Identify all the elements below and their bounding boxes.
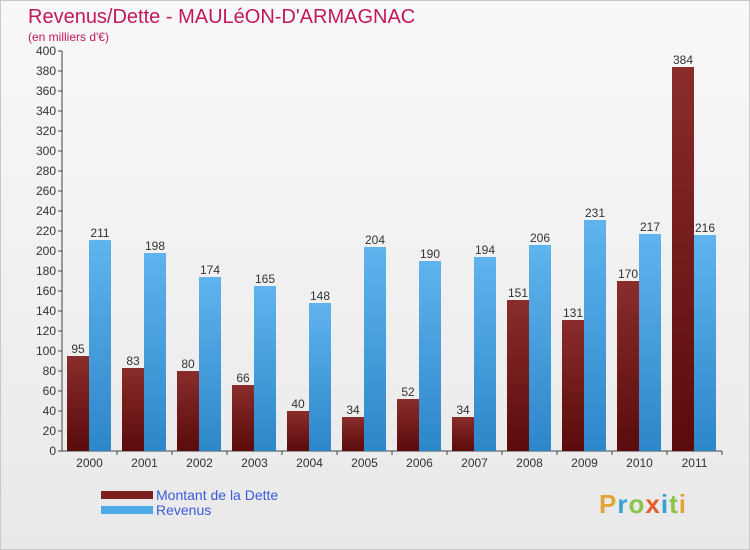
y-tick-label: 200 <box>36 244 56 258</box>
x-tick-label: 2010 <box>626 456 653 470</box>
x-tick-label: 2009 <box>571 456 598 470</box>
revenue-bar <box>529 245 551 451</box>
debt-value-label: 52 <box>401 385 415 399</box>
revenue-bar <box>364 247 386 451</box>
legend-item-debt: Montant de la Dette <box>101 486 279 503</box>
debt-bar <box>452 417 474 451</box>
revenue-bar <box>694 235 716 451</box>
debt-value-label: 34 <box>456 403 470 417</box>
revenue-value-label: 204 <box>365 233 385 247</box>
revenue-bar <box>309 303 331 451</box>
x-tick-label: 2000 <box>76 456 103 470</box>
y-tick-label: 280 <box>36 164 56 178</box>
debt-bar <box>342 417 364 451</box>
revenue-value-label: 165 <box>255 272 275 286</box>
revenue-value-label: 194 <box>475 243 495 257</box>
chart-subtitle: (en milliers d'€) <box>28 30 109 44</box>
legend-label-revenue: Revenus <box>156 501 212 518</box>
legend-swatch-revenue <box>101 505 153 514</box>
y-tick-label: 320 <box>36 124 56 138</box>
debt-bar <box>122 368 144 451</box>
revenue-value-label: 174 <box>200 263 220 277</box>
y-tick-label: 60 <box>43 384 57 398</box>
x-tick-label: 2005 <box>351 456 378 470</box>
y-tick-label: 260 <box>36 184 56 198</box>
revenue-value-label: 148 <box>310 289 330 303</box>
y-tick-label: 120 <box>36 324 56 338</box>
revenue-value-label: 231 <box>585 206 605 220</box>
debt-bar <box>672 67 694 451</box>
x-tick-label: 2007 <box>461 456 488 470</box>
debt-bar <box>397 399 419 451</box>
legend-item-revenue: Revenus <box>101 501 278 518</box>
debt-value-label: 40 <box>291 397 305 411</box>
debt-value-label: 131 <box>563 306 583 320</box>
legend-swatch-debt <box>101 490 153 499</box>
revenue-value-label: 190 <box>420 247 440 261</box>
revenue-value-label: 216 <box>695 221 715 235</box>
debt-value-label: 80 <box>181 357 195 371</box>
x-tick-label: 2001 <box>131 456 158 470</box>
revenue-value-label: 217 <box>640 220 660 234</box>
debt-bar <box>67 356 89 451</box>
debt-bar <box>232 385 254 451</box>
revenue-bar <box>254 286 276 451</box>
x-tick-label: 2003 <box>241 456 268 470</box>
y-tick-label: 0 <box>49 444 56 458</box>
revenue-bar <box>144 253 166 451</box>
chart-title: Revenus/Dette - MAULéON-D'ARMAGNAC <box>28 6 416 28</box>
debt-bar <box>562 320 584 451</box>
revenue-bar <box>419 261 441 451</box>
y-tick-label: 300 <box>36 144 56 158</box>
revenue-bar <box>584 220 606 451</box>
x-tick-label: 2008 <box>516 456 543 470</box>
debt-value-label: 83 <box>126 354 140 368</box>
x-tick-label: 2004 <box>296 456 323 470</box>
y-tick-label: 340 <box>36 104 56 118</box>
x-tick-label: 2011 <box>682 456 708 470</box>
revenue-bar <box>199 277 221 451</box>
y-tick-label: 220 <box>36 224 56 238</box>
y-tick-label: 360 <box>36 84 56 98</box>
y-tick-label: 400 <box>36 44 56 58</box>
revenue-bar <box>474 257 496 451</box>
debt-value-label: 66 <box>236 371 250 385</box>
debt-value-label: 34 <box>346 403 360 417</box>
x-tick-label: 2006 <box>406 456 433 470</box>
y-tick-label: 160 <box>36 284 56 298</box>
revenue-bar <box>639 234 661 451</box>
debt-value-label: 151 <box>508 286 528 300</box>
y-tick-label: 180 <box>36 264 56 278</box>
debt-bar <box>507 300 529 451</box>
debt-value-label: 95 <box>71 342 85 356</box>
y-tick-label: 380 <box>36 64 56 78</box>
y-tick-label: 80 <box>43 364 57 378</box>
legend-label-debt: Montant de la Dette <box>156 486 279 503</box>
debt-bar <box>287 411 309 451</box>
y-tick-label: 100 <box>36 344 56 358</box>
y-tick-label: 20 <box>43 424 57 438</box>
debt-bar <box>617 281 639 451</box>
y-tick-label: 240 <box>36 204 56 218</box>
debt-value-label: 170 <box>618 267 638 281</box>
proxiti-logo: Proxiti <box>599 489 687 519</box>
revenue-value-label: 198 <box>145 239 165 253</box>
x-tick-label: 2002 <box>186 456 213 470</box>
legend: Montant de la Dette Revenus <box>101 486 279 518</box>
revenue-value-label: 211 <box>90 226 109 240</box>
debt-bar <box>177 371 199 451</box>
debt-value-label: 384 <box>673 53 693 67</box>
y-tick-label: 140 <box>36 304 56 318</box>
revenue-value-label: 206 <box>530 231 550 245</box>
revenue-bar <box>89 240 111 451</box>
y-tick-label: 40 <box>43 404 57 418</box>
